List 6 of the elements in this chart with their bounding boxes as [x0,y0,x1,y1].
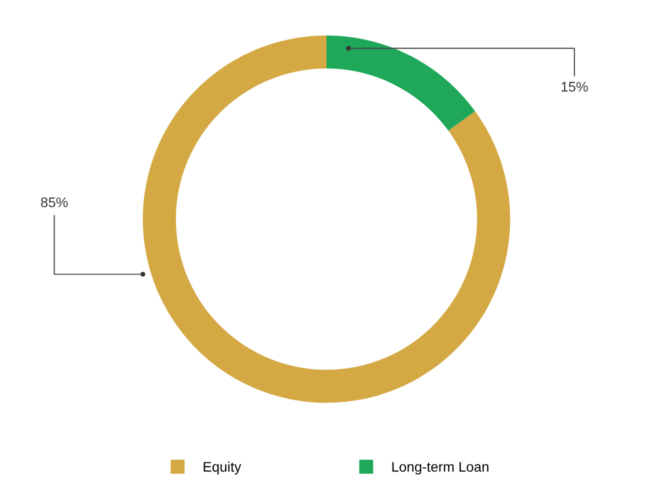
data-label: 85% [41,197,68,208]
donut-slice [326,35,476,131]
data-label: 15% [562,82,588,92]
legend-label: Long-term Loan [392,462,488,474]
legend-label: Equity [204,462,242,474]
donut-slice [142,35,510,403]
